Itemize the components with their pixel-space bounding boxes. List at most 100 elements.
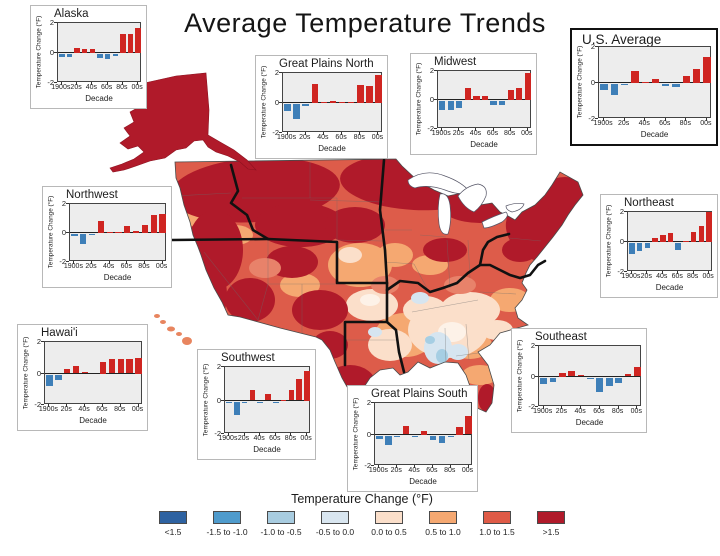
chart-title: Northwest	[66, 189, 118, 201]
x-tick-label: 00s	[521, 130, 533, 137]
y-axis-label: Temperature Change (°F)	[352, 397, 360, 470]
legend-label: >1.5	[542, 527, 560, 537]
bar	[636, 243, 643, 251]
x-tick-mark	[286, 132, 288, 135]
bar	[120, 33, 126, 53]
x-tick-label: 20s	[452, 130, 465, 137]
x-tick-label: 00s	[461, 467, 474, 474]
y-tick-label: 2	[274, 68, 279, 77]
figure-title: Average Temperature Trends	[184, 8, 546, 38]
legend-row: <1.5 -1.5 to -1.0 -1.0 to -0.5 -0.5 to 0.0 0…	[148, 511, 576, 537]
x-tick-mark	[359, 132, 361, 135]
bar	[141, 225, 149, 233]
y-tick-mark	[221, 366, 224, 367]
x-tick-label: 80s	[353, 134, 365, 141]
plot-area	[437, 70, 531, 128]
bar	[559, 372, 566, 377]
x-axis-label: Decade	[85, 94, 113, 103]
x-tick-label: 20s	[85, 263, 97, 270]
y-tick-label: 2	[366, 398, 371, 407]
y-tick-mark	[624, 271, 627, 272]
bar	[376, 435, 383, 440]
chart-title: U.S. Average	[582, 32, 662, 47]
x-tick-label: 00s	[131, 84, 143, 91]
y-axis-label: Temperature Change (°F)	[516, 339, 524, 412]
x-tick-label: 1900s	[38, 406, 58, 413]
bar	[97, 221, 105, 233]
plot-area	[598, 46, 711, 118]
legend-label: -0.5 to 0.0	[315, 527, 355, 537]
legend-swatch	[483, 511, 511, 524]
x-tick-mark	[126, 261, 128, 264]
x-tick-label: 60s	[120, 263, 132, 270]
x-tick-label: 40s	[317, 134, 329, 141]
y-tick-mark	[41, 341, 44, 342]
bar	[402, 425, 410, 435]
bar	[97, 54, 103, 58]
x-tick-label: 80s	[503, 130, 516, 137]
x-tick-label: 40s	[469, 130, 482, 137]
legend-swatch	[321, 511, 349, 524]
y-tick-mark	[66, 261, 69, 262]
bar	[74, 47, 80, 53]
y-tick-mark	[66, 203, 69, 204]
x-tick-mark	[259, 433, 261, 436]
bar	[293, 104, 300, 119]
legend-swatch	[267, 511, 295, 524]
x-axis-label: Decade	[253, 445, 281, 454]
x-tick-label: 00s	[300, 435, 312, 442]
x-tick-mark	[341, 132, 343, 135]
y-tick-label: 2	[36, 337, 41, 346]
x-tick-mark	[322, 132, 324, 135]
bar	[587, 377, 594, 379]
bar	[104, 54, 111, 60]
chart-panel-southwest: Southwest 2 0 -2 1900s 20s 40s 60s 80s 00s Decade T…	[197, 349, 316, 460]
x-tick-label: 60s	[100, 84, 113, 91]
legend-label: 1.0 to 1.5	[479, 527, 515, 537]
bar	[675, 243, 681, 250]
x-tick-label: 80s	[114, 406, 126, 413]
y-tick-mark	[535, 345, 538, 346]
x-tick-label: 40s	[85, 84, 98, 91]
chart-panel-northwest: Northwest 2 0 -2 1900s 20s 40s 60s 80s 00s Decade T…	[42, 186, 172, 288]
x-tick-mark	[664, 118, 666, 121]
y-tick-mark	[221, 433, 224, 434]
bar	[600, 84, 608, 91]
chart-panel-alaska: Alaska 2 0 -2 1900s 20s 40s 60s 80s 00s Decade Temp…	[30, 5, 147, 109]
x-tick-mark	[76, 82, 78, 85]
x-tick-mark	[377, 132, 379, 135]
bar	[652, 237, 658, 242]
y-tick-label: -2	[364, 461, 371, 470]
chart-title: Great Plains South	[371, 388, 468, 400]
legend-swatch	[429, 511, 457, 524]
bar	[135, 27, 141, 53]
x-axis-label: Decade	[79, 416, 107, 425]
x-tick-mark	[509, 128, 511, 131]
x-tick-label: 60s	[659, 120, 671, 127]
bar	[108, 359, 116, 374]
chart-title: Great Plains North	[279, 58, 374, 70]
x-axis-label: Decade	[318, 144, 346, 153]
y-tick-label: 2	[61, 199, 66, 208]
x-tick-mark	[378, 465, 380, 468]
x-tick-label: 60s	[96, 406, 108, 413]
x-tick-mark	[467, 465, 469, 468]
bar	[662, 84, 670, 86]
bar	[124, 225, 131, 233]
y-tick-label: 0	[49, 48, 54, 57]
bar	[59, 54, 65, 57]
legend-item: 0.5 to 1.0	[418, 511, 468, 537]
bar	[690, 232, 697, 242]
bar	[549, 377, 557, 383]
bar	[347, 101, 355, 103]
y-tick-label: 2	[590, 42, 595, 51]
y-tick-label: 2	[216, 362, 221, 371]
bar	[265, 393, 271, 401]
x-tick-label: 60s	[335, 134, 347, 141]
x-axis-label: Decade	[575, 418, 604, 427]
chart-title: Midwest	[434, 56, 477, 68]
chart-title: Southwest	[221, 352, 275, 364]
x-tick-mark	[274, 433, 276, 436]
x-tick-mark	[137, 404, 139, 407]
legend-label: 0.5 to 1.0	[425, 527, 461, 537]
